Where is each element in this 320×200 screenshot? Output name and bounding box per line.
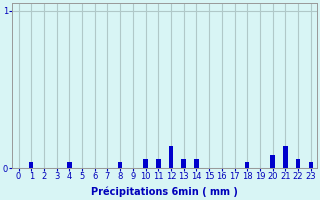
Bar <box>194 159 199 168</box>
Bar <box>67 162 72 168</box>
Bar <box>270 155 275 168</box>
Bar <box>143 159 148 168</box>
Bar <box>245 162 249 168</box>
Bar <box>308 162 313 168</box>
Bar <box>118 162 122 168</box>
Bar <box>296 159 300 168</box>
Bar <box>283 146 288 168</box>
Bar <box>29 162 34 168</box>
Bar <box>169 146 173 168</box>
Bar <box>156 159 161 168</box>
Bar <box>181 159 186 168</box>
X-axis label: Précipitations 6min ( mm ): Précipitations 6min ( mm ) <box>91 187 238 197</box>
